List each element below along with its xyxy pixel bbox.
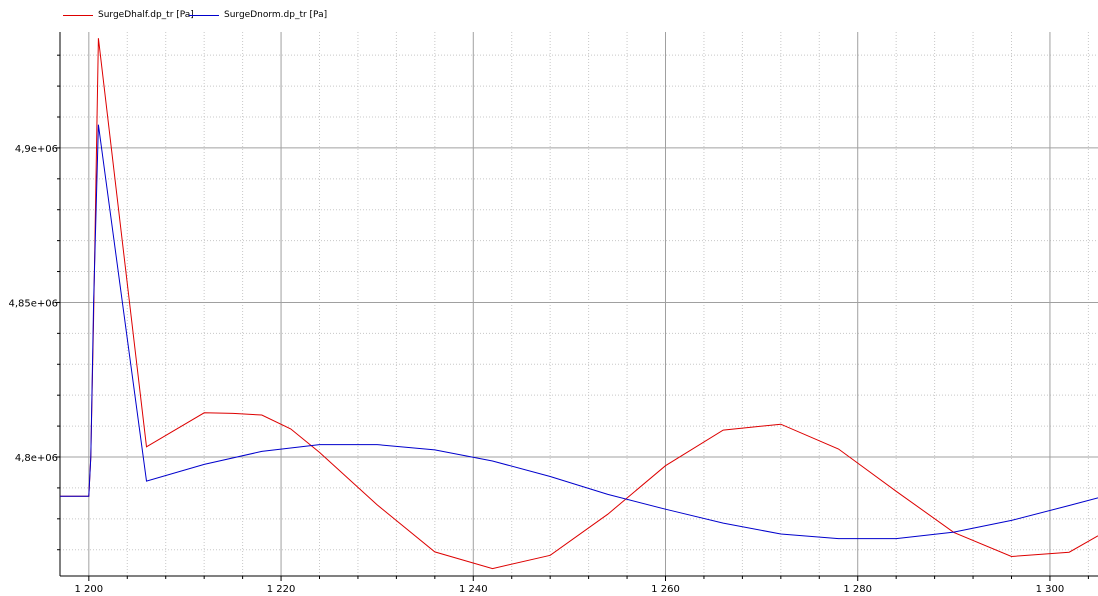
x-tick-label: 1 220 bbox=[267, 584, 296, 595]
y-tick-label: 4,85e+06 bbox=[8, 298, 58, 309]
legend-label-surgednorm: SurgeDnorm.dp_tr [Pa] bbox=[224, 10, 328, 20]
legend-label-surgedhalf: SurgeDhalf.dp_tr [Pa] bbox=[98, 10, 194, 20]
legend-item-surgednorm[interactable]: SurgeDnorm.dp_tr [Pa] bbox=[189, 10, 327, 20]
x-tick-label: 1 260 bbox=[651, 584, 680, 595]
series-line-0 bbox=[60, 38, 1098, 570]
axes bbox=[55, 32, 1098, 581]
series-layer bbox=[60, 38, 1098, 570]
x-tick-label: 1 240 bbox=[459, 584, 488, 595]
legend: SurgeDhalf.dp_tr [Pa] SurgeDnorm.dp_tr [… bbox=[0, 0, 1098, 32]
x-tick-label: 1 280 bbox=[843, 584, 872, 595]
x-tick-label: 1 200 bbox=[75, 584, 104, 595]
major-grid bbox=[60, 32, 1098, 576]
y-axis-ticks: 4,8e+06 4,85e+06 4,9e+06 bbox=[8, 144, 58, 464]
legend-swatch-surgednorm bbox=[189, 14, 219, 16]
y-tick-label: 4,9e+06 bbox=[15, 144, 58, 155]
x-axis-ticks: 1 200 1 220 1 240 1 260 1 280 1 300 bbox=[75, 584, 1065, 595]
x-tick-label: 1 300 bbox=[1036, 584, 1065, 595]
minor-grid bbox=[60, 32, 1098, 576]
y-tick-label: 4,8e+06 bbox=[15, 453, 58, 464]
legend-swatch-surgedhalf bbox=[63, 14, 93, 16]
legend-item-surgedhalf[interactable]: SurgeDhalf.dp_tr [Pa] bbox=[63, 10, 194, 20]
series-line-1 bbox=[60, 124, 1098, 540]
